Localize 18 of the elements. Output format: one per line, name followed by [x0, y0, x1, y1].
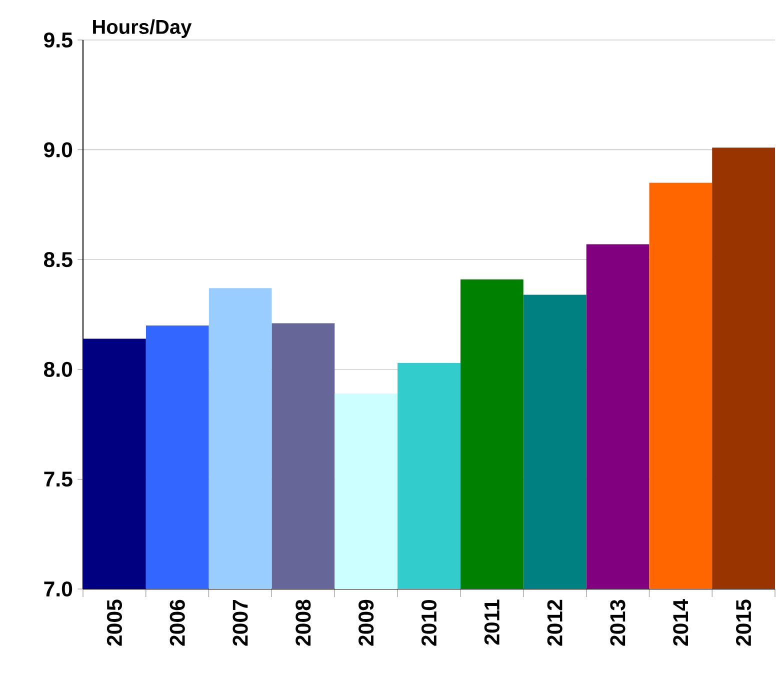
x-tick-label: 2012 — [547, 600, 562, 646]
y-tick-label: 9.0 — [44, 142, 72, 158]
x-tick-label: 2013 — [610, 600, 626, 646]
x-tick-label: 2007 — [232, 600, 248, 646]
x-tick-label: 2008 — [296, 600, 311, 646]
y-tick-label: 7.0 — [44, 581, 72, 597]
x-tick-label: 2009 — [358, 600, 374, 646]
y-tick-label: 8.5 — [44, 252, 72, 268]
x-tick-label: 2006 — [170, 600, 185, 646]
y-tick-label: 8.0 — [44, 362, 72, 377]
y-axis-title: Hours/Day — [93, 19, 192, 38]
x-tick-label: 2011 — [484, 600, 500, 645]
x-tick-label: 2015 — [736, 600, 752, 646]
x-tick-label: 2010 — [421, 600, 437, 646]
y-tick-label: 9.5 — [44, 32, 72, 48]
x-tick-label: 2005 — [106, 600, 122, 646]
x-tick-label: 2014 — [673, 599, 688, 646]
y-tick-label: 7.5 — [44, 472, 72, 487]
